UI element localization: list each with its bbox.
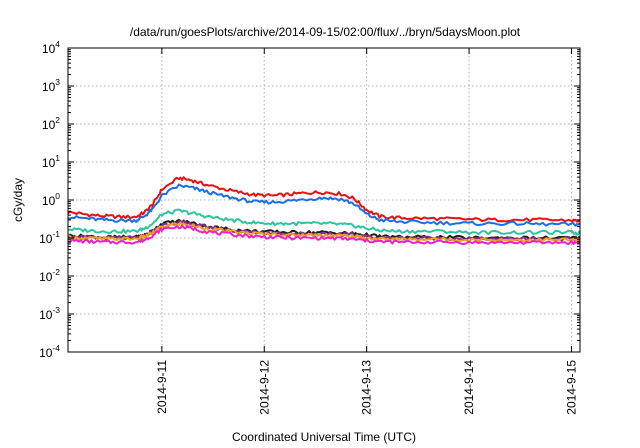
- x-axis-label: Coordinated Universal Time (UTC): [232, 430, 416, 444]
- y-tick-label: 10-3: [39, 305, 60, 322]
- x-tick-label: 2014-9-13: [360, 360, 374, 415]
- series-lines: [67, 176, 581, 246]
- y-tick-label: 10-2: [39, 267, 60, 284]
- x-tick-label: 2014-9-11: [155, 360, 169, 414]
- grid: [68, 48, 580, 352]
- y-tick-label: 104: [42, 39, 60, 56]
- ylabel-group: cGy/day: [11, 178, 25, 222]
- series-line-1: [67, 176, 581, 223]
- y-tick-label: 102: [42, 115, 60, 132]
- series-line-7: [67, 224, 581, 246]
- series-line-2: [68, 183, 581, 227]
- x-tick-label: 2014-9-12: [257, 360, 271, 415]
- x-tick-label: 2014-9-15: [564, 360, 578, 415]
- series-line-3: [67, 208, 581, 236]
- chart-title: /data/run/goesPlots/archive/2014-09-15/0…: [130, 25, 521, 39]
- y-tick-label: 100: [42, 191, 60, 208]
- y-tick-label: 101: [42, 153, 60, 170]
- y-axis-label: cGy/day: [11, 178, 25, 222]
- y-tick-label: 103: [42, 77, 60, 94]
- x-tick-label: 2014-9-14: [462, 360, 476, 415]
- y-tick-label: 10-1: [39, 229, 60, 246]
- y-tick-label: 10-4: [39, 343, 60, 360]
- ticks: 10-4 10-3 10-2 10-1 100 101 102 103 104 2014-9-11…: [39, 39, 580, 415]
